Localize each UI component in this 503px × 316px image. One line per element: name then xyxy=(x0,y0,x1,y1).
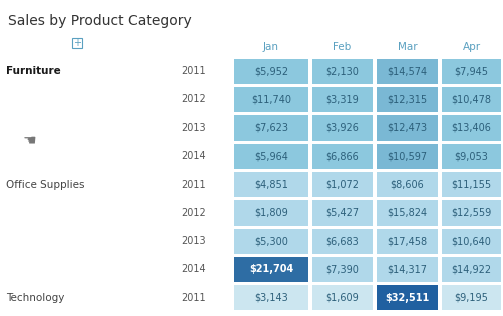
Text: ☚: ☚ xyxy=(23,133,37,148)
Bar xyxy=(312,172,373,197)
Text: $2,130: $2,130 xyxy=(325,66,360,76)
Bar xyxy=(442,172,501,197)
Bar xyxy=(234,285,308,311)
Text: $5,964: $5,964 xyxy=(254,151,288,161)
Bar xyxy=(377,115,438,141)
Bar xyxy=(377,257,438,282)
Bar xyxy=(442,200,501,226)
Bar xyxy=(312,228,373,254)
Text: $6,866: $6,866 xyxy=(325,151,359,161)
Bar xyxy=(377,172,438,197)
Text: $7,390: $7,390 xyxy=(325,264,360,275)
Text: $6,683: $6,683 xyxy=(325,236,359,246)
Bar xyxy=(312,285,373,311)
Bar xyxy=(234,143,308,169)
Bar xyxy=(442,115,501,141)
Bar xyxy=(442,58,501,84)
Text: $7,945: $7,945 xyxy=(455,66,488,76)
Bar xyxy=(442,257,501,282)
Bar xyxy=(234,172,308,197)
Bar xyxy=(377,228,438,254)
Text: $1,072: $1,072 xyxy=(325,179,360,190)
Bar xyxy=(377,143,438,169)
Bar xyxy=(234,87,308,112)
Text: +: + xyxy=(73,38,81,48)
Text: $15,824: $15,824 xyxy=(387,208,428,218)
Text: $3,926: $3,926 xyxy=(325,123,360,133)
Text: 2012: 2012 xyxy=(181,94,206,105)
Bar xyxy=(377,87,438,112)
Text: $10,640: $10,640 xyxy=(452,236,491,246)
Text: $17,458: $17,458 xyxy=(387,236,428,246)
Bar xyxy=(442,228,501,254)
Text: $4,851: $4,851 xyxy=(254,179,288,190)
Text: $14,922: $14,922 xyxy=(451,264,491,275)
Text: $3,319: $3,319 xyxy=(325,94,359,105)
Text: $1,809: $1,809 xyxy=(254,208,288,218)
Bar xyxy=(312,58,373,84)
Bar xyxy=(442,87,501,112)
Text: $12,559: $12,559 xyxy=(451,208,491,218)
Text: Mar: Mar xyxy=(398,42,417,52)
Bar xyxy=(312,115,373,141)
Text: $8,606: $8,606 xyxy=(391,179,425,190)
Text: Feb: Feb xyxy=(333,42,352,52)
Text: $5,427: $5,427 xyxy=(325,208,360,218)
Bar xyxy=(312,143,373,169)
Text: $14,574: $14,574 xyxy=(387,66,428,76)
Text: $21,704: $21,704 xyxy=(249,264,293,275)
Bar xyxy=(377,200,438,226)
Bar xyxy=(234,257,308,282)
Bar xyxy=(442,285,501,311)
Text: $12,473: $12,473 xyxy=(387,123,428,133)
Text: $32,511: $32,511 xyxy=(385,293,430,303)
Text: 2012: 2012 xyxy=(181,208,206,218)
Text: $10,478: $10,478 xyxy=(452,94,491,105)
Text: Jan: Jan xyxy=(263,42,279,52)
Text: $7,623: $7,623 xyxy=(254,123,288,133)
Bar xyxy=(72,38,82,48)
Text: 2014: 2014 xyxy=(181,151,206,161)
Bar xyxy=(377,285,438,311)
Bar xyxy=(377,58,438,84)
Bar xyxy=(234,115,308,141)
Text: Apr: Apr xyxy=(462,42,480,52)
Text: 2011: 2011 xyxy=(181,179,206,190)
Text: $1,609: $1,609 xyxy=(325,293,359,303)
Bar xyxy=(312,257,373,282)
Text: 2011: 2011 xyxy=(181,293,206,303)
Bar xyxy=(234,228,308,254)
Text: $12,315: $12,315 xyxy=(387,94,428,105)
Text: 2013: 2013 xyxy=(181,236,206,246)
Bar xyxy=(442,143,501,169)
Text: $14,317: $14,317 xyxy=(387,264,428,275)
Bar xyxy=(234,200,308,226)
Bar xyxy=(312,87,373,112)
Text: 2011: 2011 xyxy=(181,66,206,76)
Bar xyxy=(312,200,373,226)
Text: $9,195: $9,195 xyxy=(455,293,488,303)
Text: $10,597: $10,597 xyxy=(387,151,428,161)
Text: $3,143: $3,143 xyxy=(254,293,288,303)
Text: $13,406: $13,406 xyxy=(452,123,491,133)
Text: Furniture: Furniture xyxy=(6,66,61,76)
Text: Technology: Technology xyxy=(6,293,64,303)
Text: $5,300: $5,300 xyxy=(254,236,288,246)
Text: $11,740: $11,740 xyxy=(251,94,291,105)
Text: $11,155: $11,155 xyxy=(451,179,491,190)
Text: $9,053: $9,053 xyxy=(455,151,488,161)
Text: Office Supplies: Office Supplies xyxy=(6,179,85,190)
Text: 2013: 2013 xyxy=(181,123,206,133)
Text: $5,952: $5,952 xyxy=(254,66,288,76)
Bar xyxy=(234,58,308,84)
Text: 2014: 2014 xyxy=(181,264,206,275)
Text: Sales by Product Category: Sales by Product Category xyxy=(8,14,192,28)
